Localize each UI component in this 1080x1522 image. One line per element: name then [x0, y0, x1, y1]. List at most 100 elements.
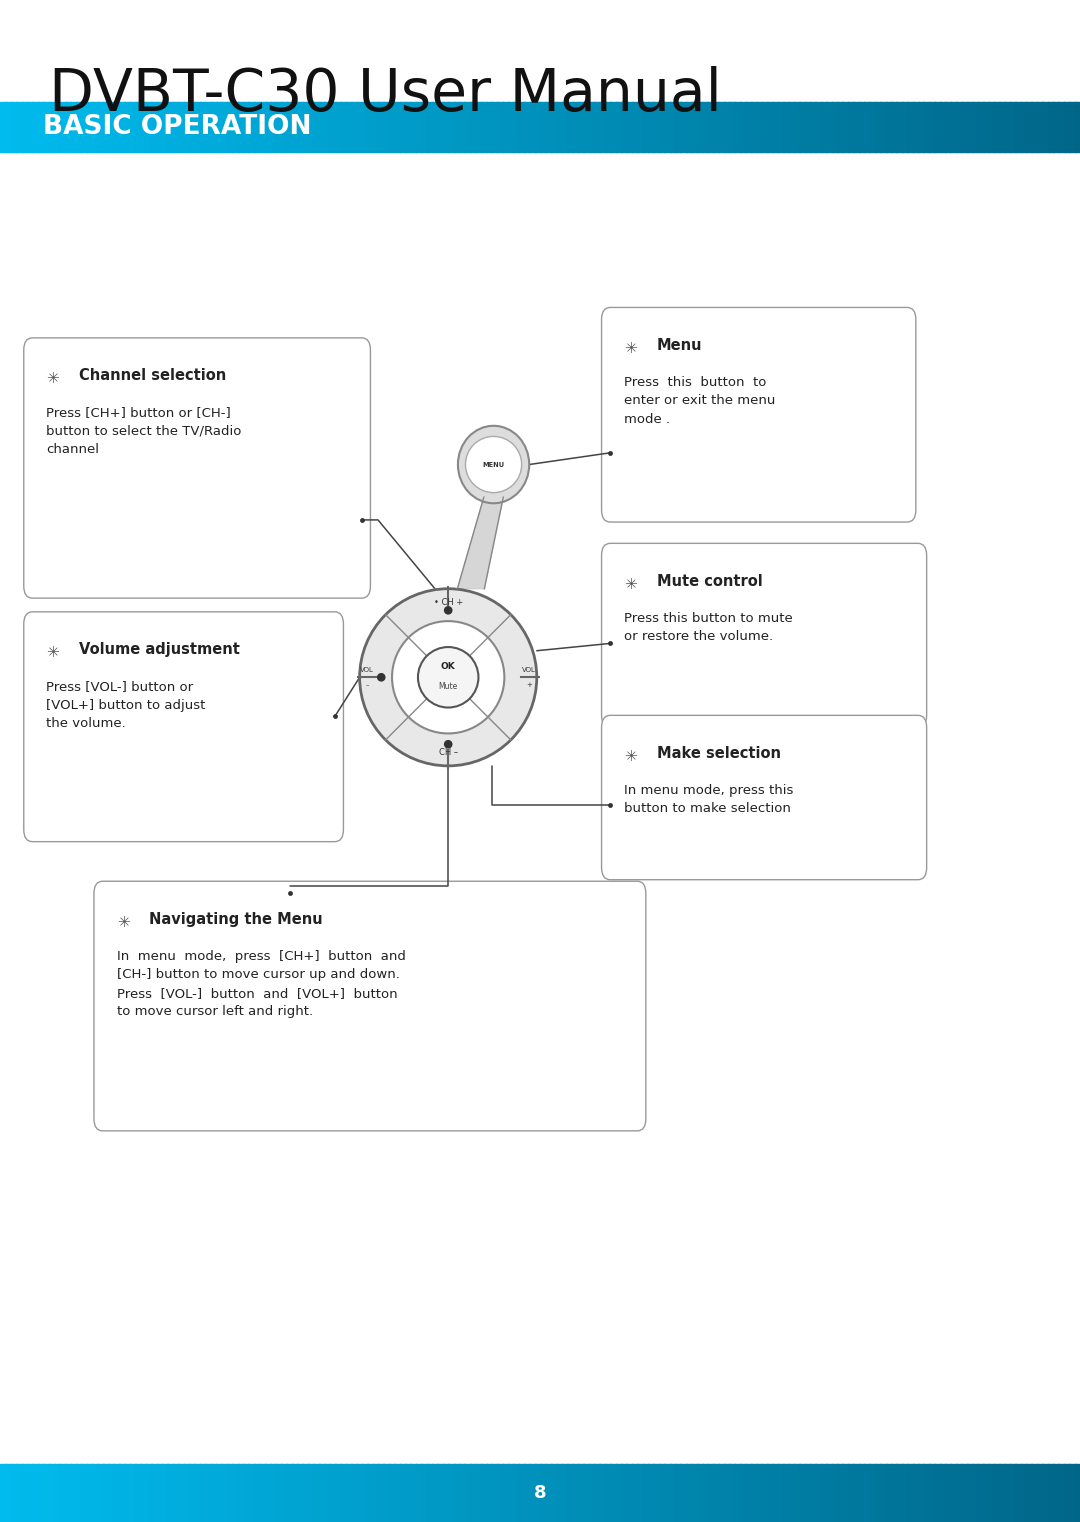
Bar: [675, 102, 681, 152]
Text: Press [VOL-] button or
[VOL+] button to adjust
the volume.: Press [VOL-] button or [VOL+] button to …: [46, 680, 206, 731]
Bar: [707, 102, 714, 152]
Bar: [556, 102, 563, 152]
Bar: [1010, 102, 1016, 152]
Bar: [27, 1464, 33, 1522]
Bar: [38, 1464, 44, 1522]
Bar: [1026, 1464, 1032, 1522]
Bar: [842, 102, 849, 152]
Bar: [659, 102, 665, 152]
Bar: [173, 102, 179, 152]
Bar: [292, 102, 298, 152]
Bar: [1004, 102, 1011, 152]
Bar: [653, 1464, 660, 1522]
FancyBboxPatch shape: [24, 612, 343, 842]
Bar: [54, 1464, 60, 1522]
Bar: [0, 102, 6, 152]
Bar: [108, 102, 114, 152]
Bar: [216, 102, 222, 152]
Bar: [76, 102, 82, 152]
Bar: [729, 1464, 735, 1522]
Bar: [562, 102, 568, 152]
Bar: [103, 102, 109, 152]
Bar: [475, 102, 482, 152]
Bar: [616, 1464, 622, 1522]
Text: 8: 8: [534, 1484, 546, 1502]
Bar: [497, 1464, 503, 1522]
Bar: [437, 102, 444, 152]
Bar: [248, 1464, 255, 1522]
Text: BASIC OPERATION: BASIC OPERATION: [43, 114, 312, 140]
Bar: [265, 1464, 271, 1522]
Bar: [950, 102, 957, 152]
Bar: [680, 1464, 687, 1522]
Bar: [610, 1464, 617, 1522]
Bar: [1021, 102, 1027, 152]
Bar: [977, 1464, 984, 1522]
Bar: [670, 1464, 676, 1522]
Bar: [686, 102, 692, 152]
Bar: [146, 102, 152, 152]
Bar: [799, 1464, 806, 1522]
Bar: [194, 102, 201, 152]
Bar: [848, 102, 854, 152]
Bar: [864, 1464, 870, 1522]
Text: Navigating the Menu: Navigating the Menu: [149, 912, 323, 927]
Bar: [929, 1464, 935, 1522]
Text: Press  this  button  to
enter or exit the menu
mode .: Press this button to enter or exit the m…: [624, 376, 775, 426]
Bar: [443, 102, 449, 152]
Bar: [513, 102, 519, 152]
Bar: [724, 102, 730, 152]
Bar: [713, 1464, 719, 1522]
Bar: [859, 102, 865, 152]
Bar: [589, 1464, 595, 1522]
Bar: [427, 1464, 433, 1522]
Bar: [567, 102, 573, 152]
Bar: [486, 1464, 492, 1522]
Bar: [745, 1464, 752, 1522]
Text: DVBT-C30 User Manual: DVBT-C30 User Manual: [49, 65, 721, 123]
Bar: [756, 1464, 762, 1522]
Bar: [65, 1464, 71, 1522]
Bar: [848, 1464, 854, 1522]
Bar: [475, 1464, 482, 1522]
Bar: [740, 102, 746, 152]
Ellipse shape: [465, 437, 522, 493]
Bar: [281, 1464, 287, 1522]
Bar: [832, 102, 838, 152]
Bar: [427, 102, 433, 152]
Bar: [940, 102, 946, 152]
Bar: [945, 102, 951, 152]
Bar: [70, 102, 77, 152]
Text: ✳: ✳: [624, 341, 637, 356]
Bar: [421, 1464, 428, 1522]
Bar: [11, 102, 17, 152]
Bar: [745, 102, 752, 152]
Bar: [545, 102, 552, 152]
Bar: [59, 1464, 66, 1522]
Bar: [902, 102, 908, 152]
Bar: [583, 102, 590, 152]
Bar: [751, 102, 757, 152]
Bar: [481, 1464, 487, 1522]
Bar: [815, 102, 822, 152]
Bar: [410, 1464, 417, 1522]
Bar: [1042, 1464, 1049, 1522]
Bar: [189, 1464, 195, 1522]
Bar: [821, 1464, 827, 1522]
Bar: [340, 1464, 347, 1522]
Text: In menu mode, press this
button to make selection: In menu mode, press this button to make …: [624, 784, 794, 816]
Bar: [664, 102, 671, 152]
Bar: [378, 1464, 384, 1522]
Bar: [1064, 102, 1070, 152]
Bar: [778, 1464, 784, 1522]
Bar: [227, 1464, 233, 1522]
Bar: [335, 102, 341, 152]
Bar: [86, 102, 93, 152]
Bar: [529, 102, 536, 152]
Bar: [907, 1464, 914, 1522]
Bar: [707, 1464, 714, 1522]
FancyBboxPatch shape: [602, 307, 916, 522]
Bar: [734, 102, 741, 152]
Bar: [65, 102, 71, 152]
Bar: [491, 1464, 498, 1522]
